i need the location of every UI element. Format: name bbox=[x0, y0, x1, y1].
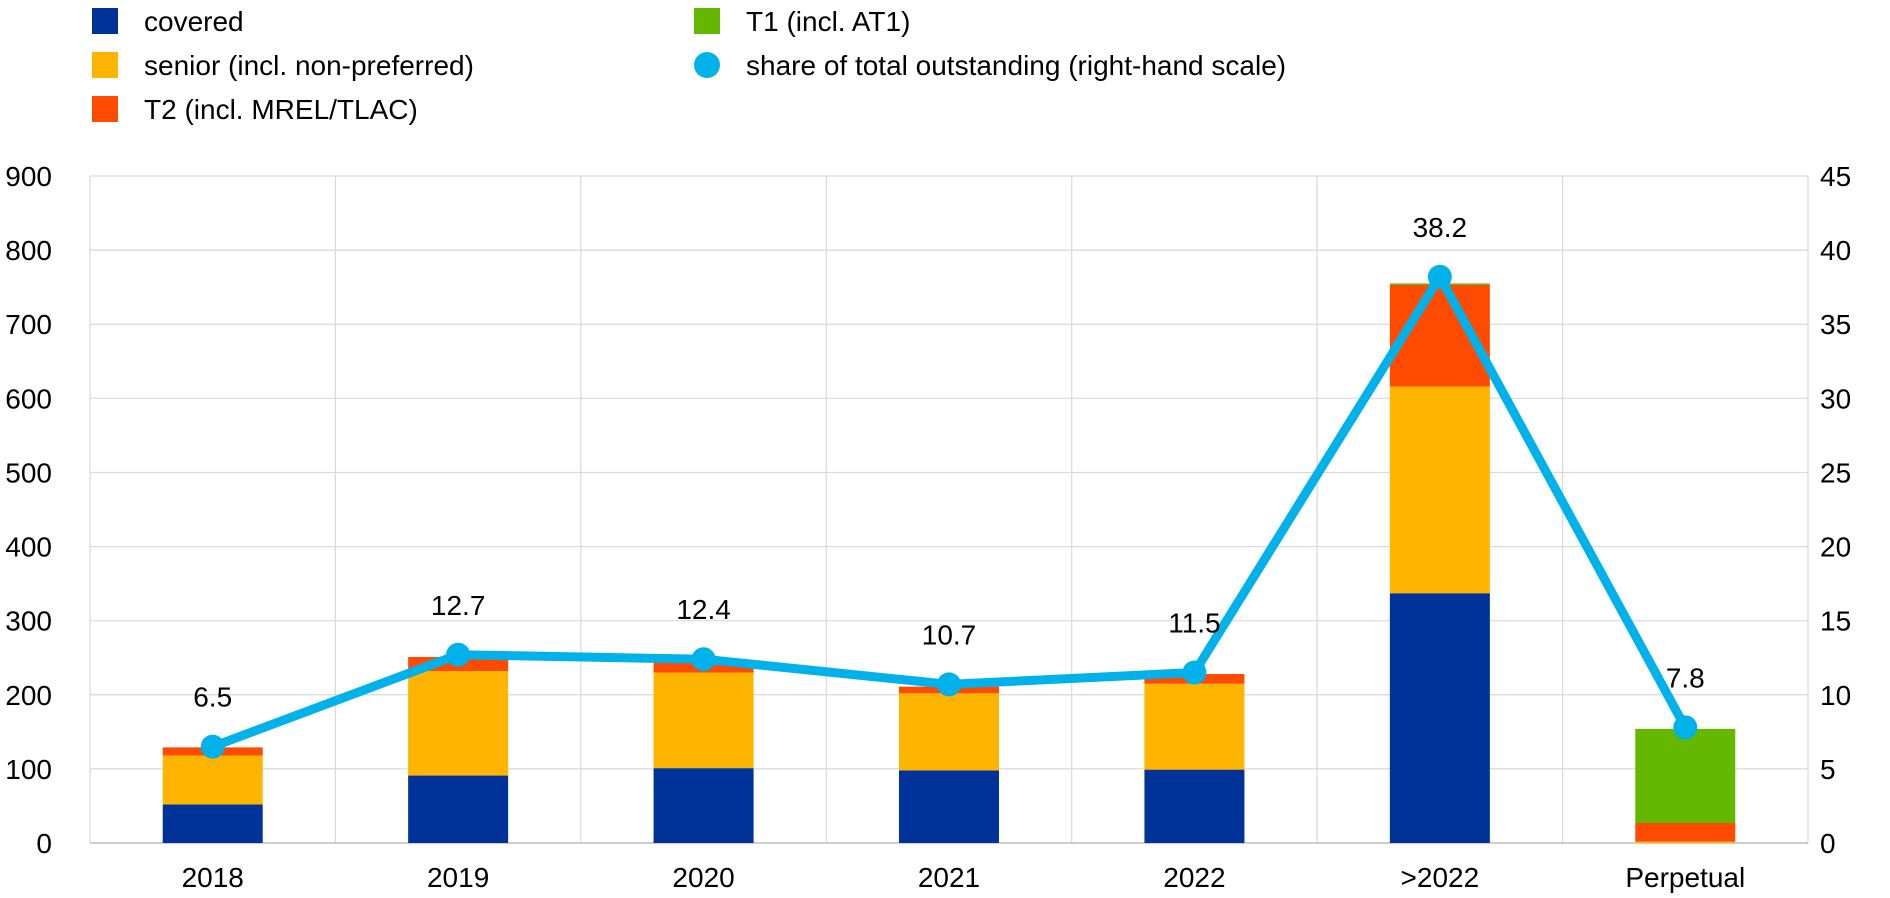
right-tick-label: 20 bbox=[1820, 532, 1851, 563]
bar-3-7 bbox=[1635, 822, 1736, 842]
x-tick-label: >2022 bbox=[1401, 862, 1480, 893]
right-tick-label: 25 bbox=[1820, 457, 1851, 488]
x-tick-label: 2019 bbox=[427, 862, 489, 893]
legend-swatch bbox=[92, 8, 118, 34]
bar-1-6 bbox=[1389, 593, 1490, 843]
bar-2-7 bbox=[1635, 841, 1736, 843]
right-tick-label: 45 bbox=[1820, 161, 1851, 192]
bar-2-4 bbox=[899, 693, 999, 771]
right-tick-label: 40 bbox=[1820, 235, 1851, 266]
left-tick-label: 200 bbox=[5, 680, 52, 711]
share-data-label: 10.7 bbox=[922, 619, 977, 650]
left-tick-label: 0 bbox=[36, 828, 52, 859]
legend-swatch bbox=[92, 96, 118, 122]
bar-1-3 bbox=[653, 768, 754, 843]
x-tick-label: 2018 bbox=[182, 862, 244, 893]
share-point bbox=[1182, 660, 1207, 685]
legend: covered senior (incl. non-preferred) T2 (i… bbox=[92, 6, 1286, 125]
bar-2-3 bbox=[653, 672, 754, 769]
bar-2-6 bbox=[1389, 386, 1490, 594]
share-data-label: 12.4 bbox=[676, 594, 731, 625]
legend-swatch bbox=[694, 8, 720, 34]
left-tick-label: 800 bbox=[5, 235, 52, 266]
x-axis: 2018 2019 2020 2021 2022 >2022 Perpetual bbox=[182, 862, 1746, 893]
left-tick-label: 400 bbox=[5, 532, 52, 563]
left-axis: 0 100 200 300 400 500 600 700 800 900 bbox=[5, 161, 52, 859]
bars bbox=[162, 283, 1736, 843]
bar-2-5 bbox=[1144, 683, 1245, 770]
left-tick-label: 300 bbox=[5, 606, 52, 637]
bar-2-2 bbox=[408, 671, 509, 776]
share-point bbox=[1673, 715, 1698, 740]
legend-label: share of total outstanding (right-hand s… bbox=[746, 50, 1286, 81]
share-line bbox=[200, 264, 1698, 759]
right-tick-label: 30 bbox=[1820, 383, 1851, 414]
left-tick-label: 100 bbox=[5, 754, 52, 785]
data-labels: 6.5 12.7 12.4 10.7 11.5 38.2 7.8 bbox=[193, 212, 1705, 713]
share-data-label: 6.5 bbox=[193, 682, 232, 713]
bar-1-1 bbox=[162, 804, 263, 843]
bar-1-4 bbox=[899, 770, 999, 843]
legend-label: senior (incl. non-preferred) bbox=[144, 50, 474, 81]
share-data-label: 12.7 bbox=[431, 590, 486, 621]
right-tick-label: 10 bbox=[1820, 680, 1851, 711]
right-tick-label: 15 bbox=[1820, 606, 1851, 637]
share-point bbox=[691, 647, 716, 672]
bar-2-1 bbox=[162, 755, 263, 805]
right-tick-label: 5 bbox=[1820, 754, 1836, 785]
right-axis: 0 5 10 15 20 25 30 35 40 45 bbox=[1820, 161, 1851, 859]
left-tick-label: 900 bbox=[5, 161, 52, 192]
share-point bbox=[200, 734, 225, 759]
legend-dot bbox=[694, 52, 720, 78]
x-tick-label: 2020 bbox=[672, 862, 734, 893]
share-data-label: 38.2 bbox=[1413, 212, 1468, 243]
bar-1-2 bbox=[408, 775, 509, 843]
share-point bbox=[1427, 264, 1452, 289]
left-tick-label: 500 bbox=[5, 457, 52, 488]
share-point bbox=[446, 642, 471, 667]
right-tick-label: 0 bbox=[1820, 828, 1836, 859]
share-point bbox=[937, 672, 961, 697]
bar-4-7 bbox=[1635, 728, 1736, 823]
legend-swatch bbox=[92, 52, 118, 78]
bar-1-5 bbox=[1144, 769, 1245, 843]
share-data-label: 11.5 bbox=[1168, 608, 1220, 639]
legend-label: T1 (incl. AT1) bbox=[746, 6, 910, 37]
x-tick-label: Perpetual bbox=[1625, 862, 1745, 893]
gridlines bbox=[89, 175, 1809, 844]
left-tick-label: 700 bbox=[5, 309, 52, 340]
right-tick-label: 35 bbox=[1820, 309, 1851, 340]
legend-label: T2 (incl. MREL/TLAC) bbox=[144, 94, 418, 125]
x-tick-label: 2021 bbox=[918, 862, 980, 893]
left-tick-label: 600 bbox=[5, 383, 52, 414]
x-tick-label: 2022 bbox=[1163, 862, 1225, 893]
legend-label: covered bbox=[144, 6, 244, 37]
share-data-label: 7.8 bbox=[1666, 662, 1705, 693]
